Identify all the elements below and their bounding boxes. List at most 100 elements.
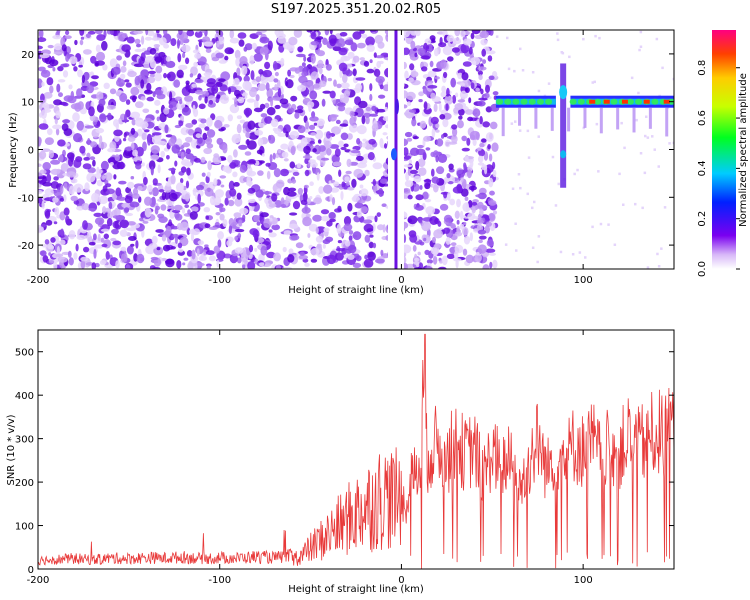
spectrogram-noise-blob (485, 248, 496, 253)
spectrogram-noise-blob (147, 76, 156, 84)
spectrogram-noise-blob (384, 106, 388, 112)
spectrogram-noise-blob (143, 50, 152, 55)
spectrogram-noise-blob (126, 36, 135, 44)
spectrogram-noise-blob (229, 37, 240, 44)
spectrogram-noise-blob (242, 80, 252, 91)
spectrogram-noise-blob (318, 186, 325, 194)
spectrogram-noise-blob (320, 209, 330, 215)
spectrogram-noise-blob (50, 181, 59, 189)
spectrogram-sparse-dot (638, 48, 641, 52)
spectrogram-noise-blob (205, 48, 212, 53)
spectrogram-noise-blob (132, 95, 137, 103)
spectrogram-noise-blob (454, 30, 461, 37)
spectrogram-noise-blob (309, 116, 319, 122)
tone-fringe (534, 107, 538, 129)
spectrogram-noise-blob (310, 258, 318, 263)
spectrogram-noise-blob (97, 169, 103, 174)
spectrogram-noise-blob (206, 78, 216, 85)
spectrogram-noise-blob (217, 231, 225, 240)
spectrogram-noise-blob (376, 108, 386, 113)
spectrogram-noise-blob (487, 55, 493, 62)
spectrogram-noise-blob (121, 202, 131, 208)
spectrogram-noise-blob (283, 186, 290, 196)
spectrogram-noise-blob (180, 115, 184, 122)
spectrogram-noise-blob (123, 132, 127, 138)
spectrogram-noise-blob (172, 209, 181, 213)
spectrogram-noise-blob (57, 79, 66, 83)
spectrogram-noise-blob (120, 73, 126, 80)
spectrogram-noise-blob (180, 151, 185, 160)
spectrogram-noise-blob (154, 56, 163, 63)
spectrogram-noise-blob (233, 77, 240, 86)
spectrogram-noise-blob (249, 228, 259, 236)
spectrogram-noise-blob (54, 118, 58, 125)
spectrogram-noise-blob (382, 132, 388, 136)
spectrogram-sparse-dot (663, 206, 667, 209)
spectrogram-noise-blob (187, 262, 194, 269)
spectrogram-noise-blob (302, 216, 312, 227)
spectrogram-sparse-dot (668, 142, 671, 145)
spectrogram-noise-blob (190, 206, 199, 212)
spectrogram-noise-blob (290, 234, 300, 241)
snr-axes: -200 -100 0 100 0 100 200 300 400 500 (15, 330, 674, 586)
tone-peak-marker (589, 99, 596, 104)
spectrogram-noise-blob (131, 119, 136, 126)
spectrogram-noise-blob (107, 112, 112, 121)
spectrogram-noise-blob (275, 179, 285, 188)
spectrogram-noise-blob (115, 122, 120, 130)
spectrogram-noise-blob (57, 66, 64, 72)
spectrogram-noise-blob (464, 109, 474, 115)
spectrogram-noise-blob (119, 229, 128, 237)
spectrogram-noise-blob (264, 116, 273, 124)
spectrogram-noise-blob (80, 36, 85, 40)
spectrogram-noise-blob (100, 237, 105, 243)
spectrogram-noise-blob (295, 242, 304, 249)
spectrogram-noise-blob (228, 87, 232, 95)
spectrogram-noise-blob (247, 199, 256, 204)
spectrogram-noise-blob (184, 193, 190, 202)
spectrogram-ytick-label: 20 (21, 50, 34, 61)
spectrogram-noise-blob (218, 59, 227, 64)
spectrogram-noise-blob (321, 98, 326, 107)
spectrogram-noise-blob (288, 248, 294, 254)
spectrogram-noise-blob (180, 127, 189, 136)
spectrogram-noise-blob (374, 34, 384, 44)
spectrogram-noise-blob (340, 146, 347, 151)
spectrogram-noise-blob (55, 253, 64, 258)
spectrogram-noise-blob (237, 32, 247, 39)
spectrogram-noise-blob (489, 30, 494, 36)
spectrogram-noise-blob (462, 61, 472, 67)
spectrogram-noise-blob (442, 118, 449, 128)
spectrogram-noise-blob (73, 158, 82, 168)
spectrogram-sparse-dot (641, 206, 644, 210)
spectrogram-noise-blob (170, 246, 176, 250)
tone-fringe (616, 107, 620, 130)
spectrogram-noise-blob (463, 235, 471, 245)
spectrogram-noise-blob (151, 187, 159, 197)
spectrogram-noise-blob (432, 247, 438, 257)
spectrogram-noise-blob (315, 226, 319, 234)
spectrogram-noise-blob (277, 88, 282, 98)
spectrogram-noise-blob (146, 96, 155, 102)
spectrogram-sparse-dot (547, 82, 551, 85)
spectrogram-noise-blob (88, 241, 96, 246)
spectrogram-noise-blob (48, 260, 55, 264)
spectrogram-noise-blob (350, 150, 361, 154)
spectrogram-noise-blob (343, 143, 349, 148)
spectrogram-sparse-dot (560, 51, 563, 54)
spectrogram-sparse-dot (510, 122, 514, 125)
spectrogram-noise-blob (213, 245, 220, 254)
spectrogram-noise-blob (266, 170, 271, 180)
spectrogram-noise-blob (67, 95, 77, 104)
spectrogram-noise-blob (273, 252, 281, 262)
spectrogram-noise-blob (292, 171, 300, 176)
spectrogram-noise-blob (116, 196, 127, 201)
spectrogram-noise-blob (282, 266, 293, 269)
spectrogram-noise-blob (147, 184, 153, 193)
spectrogram-noise-blob (412, 245, 417, 252)
spectrogram-noise-blob (441, 255, 448, 266)
tone-blob (577, 98, 585, 105)
spectrogram-noise-blob (149, 73, 156, 78)
spectrogram-noise-blob (441, 85, 446, 93)
spectrogram-noise-blob (329, 114, 339, 118)
